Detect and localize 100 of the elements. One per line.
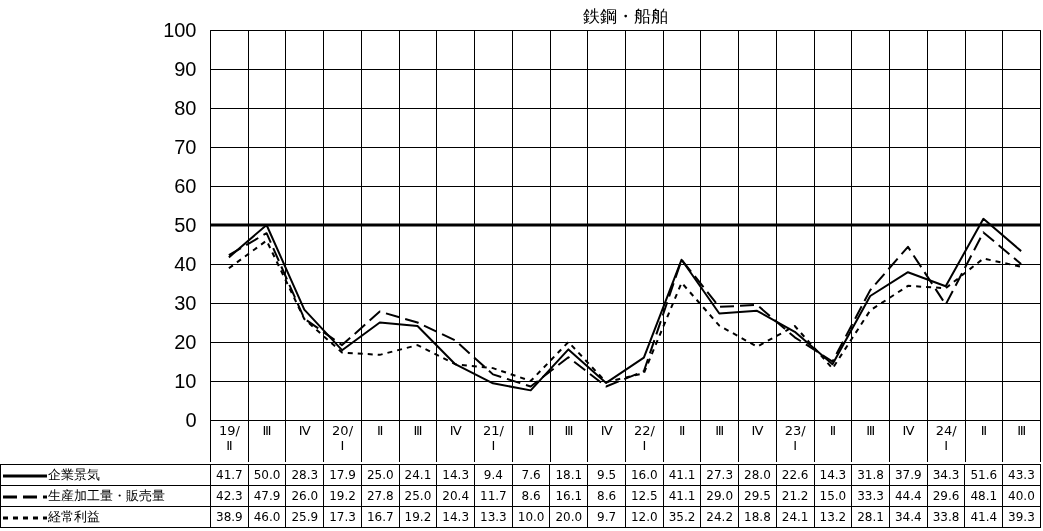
y-tick-label: 0 <box>185 408 197 431</box>
data-label: 44.4 <box>889 485 928 507</box>
data-label: 27.8 <box>361 485 400 507</box>
y-tick-label: 60 <box>174 174 197 197</box>
data-label: 24.1 <box>399 464 437 486</box>
x-tick-label: Ⅳ <box>298 422 311 438</box>
data-label: 35.2 <box>663 506 701 528</box>
data-label: 10.0 <box>512 506 550 528</box>
data-label: 41.1 <box>663 485 701 507</box>
data-label: 50.0 <box>248 464 286 486</box>
data-label: 13.2 <box>814 506 852 528</box>
data-label: 24.1 <box>776 506 814 528</box>
data-label: 34.4 <box>889 506 928 528</box>
x-tick-label: Ⅱ <box>527 422 535 438</box>
x-tick-label: Ⅱ <box>980 422 988 438</box>
data-label: 29.6 <box>927 485 965 507</box>
y-tick-label: 80 <box>174 96 197 119</box>
y-tick-label: 50 <box>174 213 197 236</box>
data-label: 41.1 <box>663 464 701 486</box>
data-label: 24.2 <box>700 506 739 528</box>
data-label: 15.0 <box>814 485 852 507</box>
data-label: 12.0 <box>625 506 664 528</box>
chart-title: 鉄鋼・船舶 <box>582 6 668 26</box>
data-label: 7.6 <box>512 464 550 486</box>
x-tick-label: Ⅲ <box>1017 422 1027 438</box>
data-label: 46.0 <box>248 506 286 528</box>
x-tick-label: 20/ Ⅰ <box>332 422 354 453</box>
data-label: 18.8 <box>738 506 777 528</box>
x-tick-label: Ⅳ <box>449 422 462 438</box>
data-label: 17.9 <box>323 464 362 486</box>
data-label: 20.0 <box>549 506 588 528</box>
data-label: 31.8 <box>851 464 890 486</box>
data-label: 9.5 <box>587 464 626 486</box>
data-label: 33.3 <box>851 485 890 507</box>
data-label: 42.3 <box>210 485 249 507</box>
y-tick-label: 100 <box>163 18 197 41</box>
data-label: 9.4 <box>474 464 513 486</box>
x-tick-label: Ⅲ <box>413 422 423 438</box>
data-label: 21.2 <box>776 485 814 507</box>
x-tick-label: Ⅲ <box>262 422 272 438</box>
y-tick-label: 20 <box>174 330 197 353</box>
x-tick-label: 19/ Ⅱ <box>218 422 241 453</box>
data-label: 27.3 <box>700 464 739 486</box>
data-label: 29.5 <box>738 485 777 507</box>
data-label: 8.6 <box>587 485 626 507</box>
x-tick-label: Ⅲ <box>866 422 876 438</box>
data-label: 28.0 <box>738 464 777 486</box>
x-tick-label: Ⅳ <box>600 422 613 438</box>
data-label: 17.3 <box>323 506 362 528</box>
y-tick-label: 40 <box>174 252 197 275</box>
data-label: 34.3 <box>927 464 965 486</box>
data-label: 51.6 <box>964 464 1003 486</box>
data-label: 11.7 <box>474 485 513 507</box>
data-label: 25.0 <box>399 485 437 507</box>
data-label: 33.8 <box>927 506 965 528</box>
data-label: 19.2 <box>399 506 437 528</box>
data-label: 16.0 <box>625 464 664 486</box>
data-label: 37.9 <box>889 464 928 486</box>
data-label: 41.4 <box>964 506 1003 528</box>
data-label: 38.9 <box>210 506 249 528</box>
legend-label: 経常利益 <box>0 506 211 528</box>
data-label: 16.1 <box>549 485 588 507</box>
x-tick-label: Ⅳ <box>902 422 915 438</box>
data-label: 9.7 <box>587 506 626 528</box>
data-label: 14.3 <box>436 464 475 486</box>
data-label: 14.3 <box>436 506 475 528</box>
data-label: 48.1 <box>964 485 1003 507</box>
y-tick-label: 90 <box>174 57 197 80</box>
x-tick-label: 24/ Ⅰ <box>935 422 958 453</box>
data-label: 47.9 <box>248 485 286 507</box>
y-tick-label: 30 <box>174 291 197 314</box>
data-label: 40.0 <box>1002 485 1041 507</box>
x-tick-label: Ⅱ <box>829 422 837 438</box>
data-label: 19.2 <box>323 485 362 507</box>
data-label: 8.6 <box>512 485 550 507</box>
data-label: 13.3 <box>474 506 513 528</box>
y-tick-label: 70 <box>174 135 197 158</box>
data-label: 16.7 <box>361 506 400 528</box>
data-label: 20.4 <box>436 485 475 507</box>
data-label: 14.3 <box>814 464 852 486</box>
y-tick-label: 10 <box>174 369 197 392</box>
x-tick-label: Ⅲ <box>564 422 574 438</box>
x-tick-label: Ⅱ <box>377 422 384 438</box>
data-label: 26.0 <box>285 485 324 507</box>
data-label: 43.3 <box>1002 464 1041 486</box>
data-label: 25.9 <box>285 506 324 528</box>
data-label: 22.6 <box>776 464 814 486</box>
legend-label: 生産加工量・販売量 <box>0 485 211 507</box>
data-label: 25.0 <box>361 464 400 486</box>
x-tick-label: Ⅳ <box>751 422 764 438</box>
x-tick-label: 21/ Ⅰ <box>482 422 505 453</box>
x-tick-label: 22/ Ⅰ <box>633 422 656 453</box>
data-label: 41.7 <box>210 464 249 486</box>
x-tick-label: Ⅱ <box>678 422 686 438</box>
data-label: 29.0 <box>700 485 739 507</box>
data-label: 12.5 <box>625 485 664 507</box>
data-label: 39.3 <box>1002 506 1041 528</box>
x-tick-label: Ⅲ <box>715 422 725 438</box>
data-label: 28.3 <box>285 464 324 486</box>
legend-label: 企業景気 <box>0 464 211 486</box>
